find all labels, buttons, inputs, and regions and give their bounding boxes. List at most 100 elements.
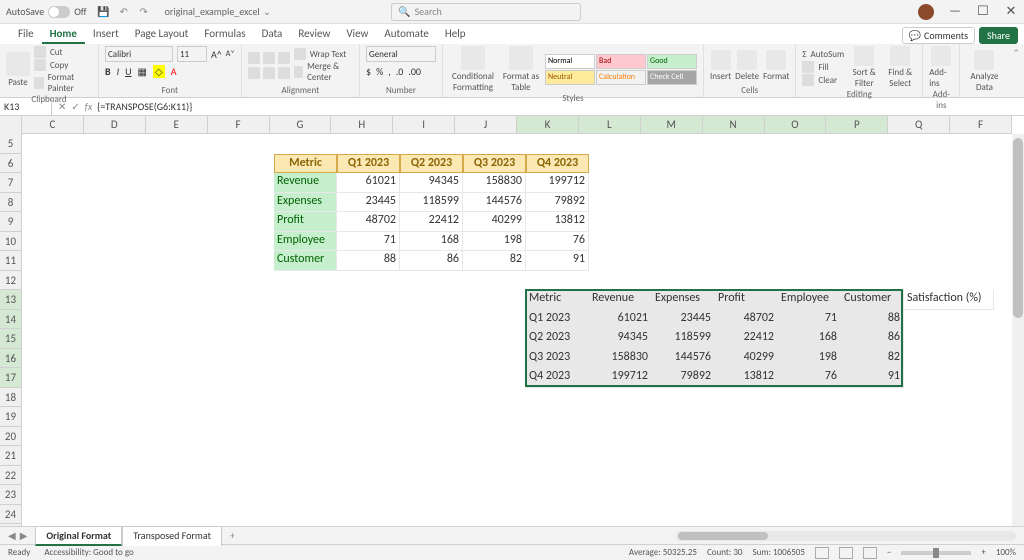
row-header-13[interactable]: 13 [0, 290, 21, 310]
table2-cell-0-1[interactable]: 23445 [652, 310, 715, 330]
fx-icon[interactable]: fx [85, 100, 92, 113]
tab-data[interactable]: Data [254, 25, 291, 44]
clear-button[interactable]: Clear [802, 74, 844, 86]
table2-cell-2-4[interactable]: 82 [841, 349, 904, 369]
style-cell-check-cell[interactable]: Check Cell [647, 70, 697, 85]
search-input[interactable]: 🔍 Search [391, 3, 581, 21]
table2-rowlabel-1[interactable]: Q2 2023 [526, 329, 589, 349]
table2-cell-3-0[interactable]: 199712 [589, 368, 652, 388]
close-button[interactable]: ✕ [1004, 4, 1018, 19]
insert-cells-button[interactable]: Insert [710, 50, 731, 82]
redo-icon[interactable]: ↷ [137, 5, 151, 19]
style-cell-bad[interactable]: Bad [596, 54, 646, 69]
col-header-M[interactable]: M [641, 116, 703, 133]
table1-cell-0-0[interactable]: 61021 [337, 173, 400, 193]
currency-button[interactable]: $ [366, 65, 371, 78]
cut-button[interactable]: Cut [34, 46, 92, 58]
col-header-E[interactable]: E [146, 116, 208, 133]
tab-insert[interactable]: Insert [85, 25, 127, 44]
col-header-N[interactable]: N [703, 116, 765, 133]
autosum-button[interactable]: ΣAutoSum [802, 49, 844, 60]
table1-cell-0-1[interactable]: 94345 [400, 173, 463, 193]
name-box[interactable]: K13 [0, 98, 52, 115]
undo-icon[interactable]: ↶ [117, 5, 131, 19]
table2-cell-1-1[interactable]: 118599 [652, 329, 715, 349]
tab-formulas[interactable]: Formulas [196, 25, 253, 44]
table2-cell-1-2[interactable]: 22412 [715, 329, 778, 349]
tab-automate[interactable]: Automate [376, 25, 437, 44]
wrap-text-button[interactable]: Wrap Text [294, 48, 353, 60]
copy-button[interactable]: Copy [34, 59, 92, 71]
font-size-select[interactable]: 11 [177, 46, 207, 62]
table2-rowlabel-3[interactable]: Q4 2023 [526, 368, 589, 388]
table1-header-3[interactable]: Q3 2023 [463, 154, 526, 174]
table2-cell-3-3[interactable]: 76 [778, 368, 841, 388]
cancel-formula-icon[interactable]: ✕ [58, 100, 66, 113]
normal-view-button[interactable] [815, 547, 829, 559]
table1-header-1[interactable]: Q1 2023 [337, 154, 400, 174]
tab-file[interactable]: File [10, 25, 42, 44]
sheet-nav-next-icon[interactable]: ▶ [20, 529, 28, 542]
col-header-J[interactable]: J [455, 116, 517, 133]
col-header-F[interactable]: F [208, 116, 270, 133]
conditional-formatting-button[interactable]: Conditional Formatting [449, 46, 497, 93]
sort-filter-button[interactable]: Sort & Filter [848, 46, 880, 89]
delete-cells-button[interactable]: Delete [735, 50, 759, 82]
table2-cell-2-0[interactable]: 158830 [589, 349, 652, 369]
table2-header-5[interactable]: Customer [841, 290, 904, 310]
share-button[interactable]: Share [979, 27, 1018, 44]
format-painter-button[interactable]: Format Painter [34, 72, 92, 94]
number-format-select[interactable]: General [366, 46, 436, 62]
col-header-P[interactable]: P [826, 116, 888, 133]
table2-cell-0-2[interactable]: 48702 [715, 310, 778, 330]
fill-color-button[interactable]: ◇ [153, 65, 165, 78]
zoom-out-button[interactable]: − [887, 547, 891, 558]
col-header-Q[interactable]: Q [888, 116, 950, 133]
col-header-O[interactable]: O [765, 116, 827, 133]
table1-cell-2-2[interactable]: 40299 [463, 212, 526, 232]
row-header-20[interactable]: 20 [0, 427, 21, 447]
table2-cell-2-2[interactable]: 40299 [715, 349, 778, 369]
table1-cell-3-1[interactable]: 168 [400, 232, 463, 252]
zoom-slider[interactable] [901, 551, 971, 555]
font-color-button[interactable]: A [171, 65, 177, 78]
table2-header-2[interactable]: Expenses [652, 290, 715, 310]
minimize-button[interactable]: — [948, 4, 962, 19]
cell-styles-gallery[interactable]: NormalBadGoodNeutralCalculationCheck Cel… [545, 54, 697, 85]
table2-header-1[interactable]: Revenue [589, 290, 652, 310]
table1-cell-1-2[interactable]: 144576 [463, 193, 526, 213]
align-top-icon[interactable] [248, 52, 260, 64]
col-header-K[interactable]: K [517, 116, 579, 133]
row-header-10[interactable]: 10 [0, 232, 21, 252]
table1-cell-3-2[interactable]: 198 [463, 232, 526, 252]
maximize-button[interactable]: ☐ [976, 4, 990, 19]
tab-home[interactable]: Home [42, 25, 85, 44]
table1-rowlabel-2[interactable]: Profit [274, 212, 337, 232]
page-layout-view-button[interactable] [839, 547, 853, 559]
hscroll-thumb[interactable] [678, 532, 768, 540]
tab-review[interactable]: Review [290, 25, 338, 44]
percent-button[interactable]: % [376, 65, 383, 78]
save-icon[interactable]: 💾 [97, 5, 111, 19]
vscroll-thumb[interactable] [1013, 138, 1023, 318]
comma-button[interactable]: , [388, 65, 391, 78]
table1-rowlabel-4[interactable]: Customer [274, 251, 337, 271]
table1-rowlabel-1[interactable]: Expenses [274, 193, 337, 213]
increase-decimal-button[interactable]: .0 [396, 65, 404, 78]
table1-cell-4-0[interactable]: 88 [337, 251, 400, 271]
cells-area[interactable]: MetricQ1 2023Q2 2023Q3 2023Q4 2023Revenu… [22, 134, 1012, 526]
vertical-scrollbar[interactable] [1012, 134, 1024, 526]
table1-cell-3-0[interactable]: 71 [337, 232, 400, 252]
table2-cell-2-1[interactable]: 144576 [652, 349, 715, 369]
row-header-15[interactable]: 15 [0, 329, 21, 349]
shrink-font-icon[interactable]: A˅ [226, 49, 235, 59]
paste-button[interactable]: Paste [6, 52, 30, 88]
sheet-tab-transposed-format[interactable]: Transposed Format [122, 526, 222, 546]
format-as-table-button[interactable]: Format as Table [501, 46, 541, 93]
bold-button[interactable]: B [105, 65, 111, 78]
autosave-toggle[interactable]: AutoSave Off [6, 5, 87, 18]
table2-cell-0-0[interactable]: 61021 [589, 310, 652, 330]
align-right-icon[interactable] [278, 67, 290, 79]
table1-cell-3-3[interactable]: 76 [526, 232, 589, 252]
tab-view[interactable]: View [338, 25, 376, 44]
